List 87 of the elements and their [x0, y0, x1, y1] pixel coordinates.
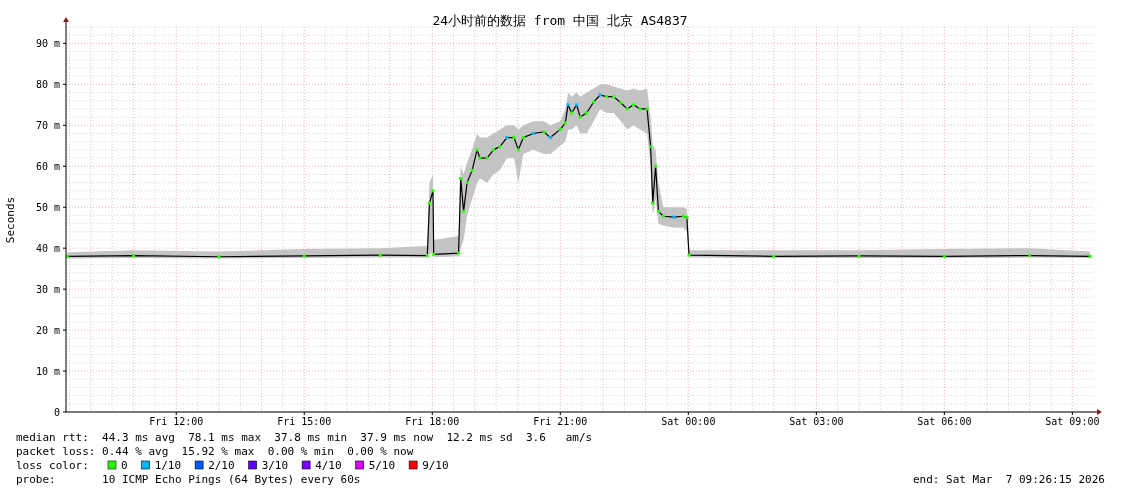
point [563, 121, 567, 125]
x-tick-label: Sat 03:00 [789, 416, 844, 427]
point [857, 254, 861, 258]
text: end: Sat Mar 7 09:26:15 2026 [912, 473, 1105, 486]
y-tick-label: 30 m [35, 283, 60, 295]
legend-label: 1/10 [154, 459, 182, 472]
point [685, 215, 689, 219]
point [598, 93, 602, 97]
point [687, 253, 691, 257]
point [217, 255, 221, 259]
point [132, 254, 136, 258]
legend-label: 2/10 [208, 459, 235, 472]
point [478, 156, 482, 160]
point [656, 209, 660, 213]
point [649, 145, 653, 149]
point [661, 214, 665, 218]
text: median rtt: 44.3 ms avg 78.1 ms max 37.8 ms min 37.9 ms now 12.2 ms sd 3.6 am/s [16, 431, 593, 444]
point [378, 253, 382, 257]
point [578, 115, 582, 119]
point [942, 254, 946, 258]
legend-label: 9/10 [422, 459, 449, 472]
point [1088, 254, 1092, 258]
y-tick-label: 10 m [35, 365, 60, 377]
y-tick-label: 90 m [35, 37, 60, 49]
point [632, 103, 636, 107]
point [512, 136, 516, 140]
y-tick-label: 50 m [35, 201, 60, 213]
x-tick-label: Sat 09:00 [1045, 416, 1100, 427]
point [651, 201, 655, 205]
point [605, 95, 609, 99]
point [566, 103, 570, 107]
y-tick-label: 20 m [35, 324, 60, 336]
point [302, 254, 306, 258]
point [625, 107, 629, 111]
point [638, 107, 642, 111]
legend-label: 5/10 [368, 459, 396, 472]
point [432, 252, 436, 256]
point [485, 156, 489, 160]
y-tick-label: 60 m [35, 160, 60, 172]
y-tick-label: 0 [53, 406, 60, 418]
point [462, 209, 466, 213]
point [575, 103, 579, 107]
point [427, 201, 431, 205]
point [592, 100, 596, 104]
y-tick-label: 70 m [35, 119, 60, 131]
point [772, 254, 776, 258]
point [475, 148, 479, 152]
text: probe: 10 ICMP Echo Pings (64 Bytes) every 60s [16, 473, 361, 486]
legend-label: 0 [121, 459, 128, 472]
x-tick-label: Fri 15:00 [277, 416, 332, 427]
point [645, 107, 649, 111]
point [542, 130, 546, 134]
x-tick-label: Fri 21:00 [533, 416, 588, 427]
point [558, 127, 562, 131]
point [619, 101, 623, 105]
point [505, 136, 509, 140]
point [491, 148, 495, 152]
point [521, 136, 525, 140]
point [459, 177, 463, 181]
legend-title: loss color: [16, 459, 89, 472]
text: packet loss: 0.44 % avg 15.92 % max 0.00 % min 0.00 % now [16, 445, 414, 458]
point [548, 136, 552, 140]
chart-title: 24小时前的数据 from 中国 北京 AS4837 [432, 13, 688, 28]
point [516, 148, 520, 152]
x-tick-label: Sat 00:00 [661, 416, 716, 427]
point [1028, 254, 1032, 258]
point [585, 111, 589, 115]
legend-label: 4/10 [315, 459, 342, 472]
point [470, 168, 474, 172]
point [431, 189, 435, 193]
y-axis-title: Seconds [4, 196, 17, 244]
point [465, 181, 469, 185]
point [672, 215, 676, 219]
point [425, 254, 429, 258]
point [612, 95, 616, 99]
x-tick-label: Fri 18:00 [405, 416, 460, 427]
point [531, 131, 535, 135]
point [498, 145, 502, 149]
point [457, 251, 461, 255]
point [681, 214, 685, 218]
point [570, 111, 574, 115]
x-tick-label: Sat 06:00 [917, 416, 972, 427]
x-tick-label: Fri 12:00 [149, 416, 204, 427]
legend-label: 3/10 [261, 459, 289, 472]
y-tick-label: 80 m [35, 78, 60, 90]
y-tick-label: 40 m [35, 242, 60, 254]
point [654, 164, 658, 168]
